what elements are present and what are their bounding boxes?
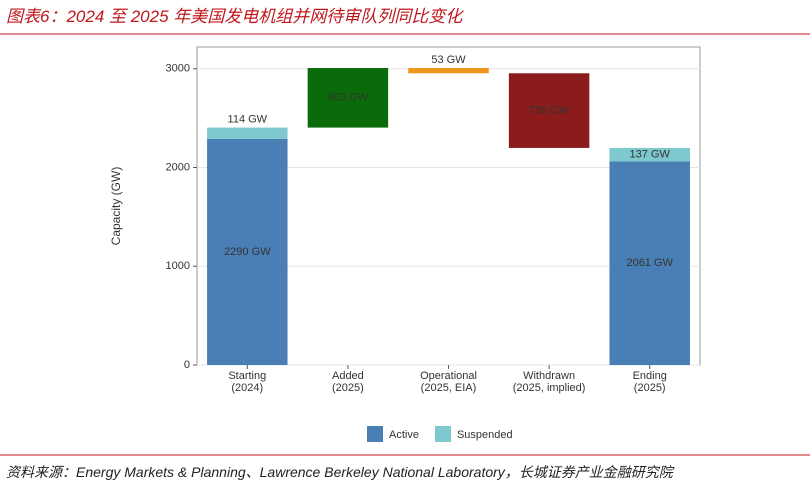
x-tick-label: (2025, EIA): [421, 382, 477, 394]
legend-label: Active: [389, 429, 419, 441]
x-tick-label: (2024): [231, 382, 263, 394]
value-label: 53 GW: [431, 54, 466, 66]
x-tick-label: (2025, implied): [513, 382, 586, 394]
y-tick-label: 0: [184, 359, 190, 371]
bar: [609, 161, 690, 365]
bar: [408, 68, 489, 74]
y-tick-label: 1000: [166, 260, 190, 272]
legend-label: Suspended: [457, 429, 513, 441]
y-tick-label: 2000: [166, 161, 190, 173]
y-axis-label: Capacity (GW): [109, 167, 123, 246]
bar: [609, 147, 690, 162]
y-tick-label: 3000: [166, 63, 190, 75]
legend-swatch: [434, 426, 451, 442]
source: 资料来源：Energy Markets & Planning、Lawrence …: [6, 464, 675, 480]
value-label: 2061 GW: [626, 257, 673, 269]
x-tick-label: Added: [332, 370, 364, 382]
x-tick-label: (2025): [332, 382, 364, 394]
chart-title: 图表6：2024 至 2025 年美国发电机组并网待审队列同比变化: [6, 7, 464, 26]
bar: [508, 73, 590, 148]
value-label: 137 GW: [630, 149, 671, 161]
bar: [207, 127, 288, 139]
bar: [207, 138, 288, 365]
value-label: 114 GW: [228, 113, 268, 125]
legend-swatch: [367, 426, 383, 442]
x-tick-label: Starting: [228, 370, 266, 382]
bar: [307, 68, 389, 128]
x-tick-label: (2025): [634, 382, 666, 394]
x-tick-label: Operational: [420, 370, 477, 382]
x-tick-label: Withdrawn: [523, 370, 575, 382]
value-label: 603 GW: [328, 92, 369, 104]
value-label: 756 GW: [529, 105, 570, 117]
x-tick-label: Ending: [633, 370, 667, 382]
value-label: 2290 GW: [224, 246, 271, 258]
